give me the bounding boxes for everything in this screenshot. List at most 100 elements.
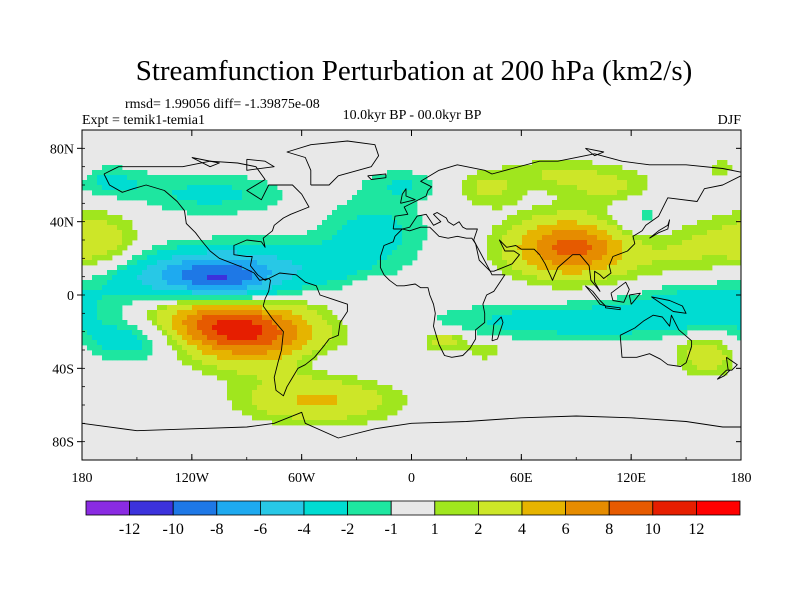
field-cell (282, 245, 288, 251)
field-cell (212, 250, 218, 256)
field-cell (272, 365, 278, 371)
field-cell (397, 240, 403, 246)
field-cell (262, 315, 268, 321)
field-cell (737, 290, 742, 296)
field-cell (122, 240, 128, 246)
field-cell (272, 385, 278, 391)
field-cell (532, 230, 538, 236)
field-cell (617, 170, 623, 176)
field-cell (87, 245, 93, 251)
field-cell (292, 395, 298, 401)
field-cell (732, 240, 738, 246)
field-cell (327, 310, 333, 316)
field-cell (262, 185, 268, 191)
field-cell (342, 380, 348, 386)
field-cell (672, 250, 678, 256)
field-cell (82, 185, 88, 191)
field-cell (257, 415, 263, 421)
experiment-label: Expt = temik1-temia1 (82, 113, 205, 128)
field-cell (642, 215, 648, 221)
field-cell (187, 280, 193, 286)
field-cell (607, 200, 613, 206)
field-cell (242, 200, 248, 206)
field-cell (397, 255, 403, 261)
field-cell (587, 205, 593, 211)
field-cell (202, 335, 208, 341)
field-cell (147, 265, 153, 271)
field-cell (392, 195, 398, 201)
field-cell (267, 305, 273, 311)
field-cell (117, 290, 123, 296)
field-cell (157, 285, 163, 291)
colorbar-label: -4 (297, 521, 310, 538)
field-cell (372, 245, 378, 251)
field-cell (212, 245, 218, 251)
field-cell (387, 410, 393, 416)
field-cell (347, 205, 353, 211)
field-cell (182, 325, 188, 331)
field-cell (497, 245, 503, 251)
field-cell (727, 300, 733, 306)
field-cell (312, 375, 318, 381)
field-cell (372, 240, 378, 246)
field-cell (687, 295, 693, 301)
field-cell (362, 240, 368, 246)
field-cell (572, 190, 578, 196)
field-cell (677, 300, 683, 306)
y-tick-label: 40N (50, 216, 74, 231)
field-cell (262, 255, 268, 261)
field-cell (382, 210, 388, 216)
field-cell (172, 310, 178, 316)
field-cell (122, 285, 128, 291)
field-cell (357, 410, 363, 416)
field-cell (337, 330, 343, 336)
field-cell (207, 365, 213, 371)
field-cell (717, 310, 723, 316)
field-cell (587, 235, 593, 241)
field-cell (547, 165, 553, 171)
field-cell (152, 260, 158, 266)
field-cell (222, 235, 228, 241)
field-cell (457, 335, 463, 341)
field-cell (557, 275, 563, 281)
field-cell (192, 355, 198, 361)
field-cell (267, 375, 273, 381)
field-cell (532, 240, 538, 246)
field-cell (142, 280, 148, 286)
field-cell (262, 250, 268, 256)
field-cell (187, 315, 193, 321)
field-cell (557, 235, 563, 241)
field-cell (247, 285, 253, 291)
field-cell (397, 230, 403, 236)
field-cell (97, 230, 103, 236)
field-cell (472, 185, 478, 191)
field-cell (362, 195, 368, 201)
field-cell (522, 215, 528, 221)
field-cell (507, 175, 513, 181)
field-cell (262, 405, 268, 411)
field-cell (512, 325, 518, 331)
field-cell (317, 245, 323, 251)
field-cell (212, 355, 218, 361)
field-cell (152, 285, 158, 291)
field-cell (587, 255, 593, 261)
field-cell (82, 300, 88, 306)
field-cell (212, 195, 218, 201)
field-cell (202, 285, 208, 291)
field-cell (252, 240, 258, 246)
field-cell (722, 305, 728, 311)
field-cell (402, 210, 408, 216)
field-cell (447, 335, 453, 341)
field-cell (417, 215, 423, 221)
field-cell (527, 305, 533, 311)
field-cell (572, 170, 578, 176)
field-cell (277, 250, 283, 256)
field-cell (127, 195, 133, 201)
field-cell (192, 175, 198, 181)
field-cell (287, 345, 293, 351)
field-cell (587, 210, 593, 216)
field-cell (392, 170, 398, 176)
field-cell (367, 410, 373, 416)
coastline-8 (716, 369, 731, 380)
field-cell (322, 405, 328, 411)
